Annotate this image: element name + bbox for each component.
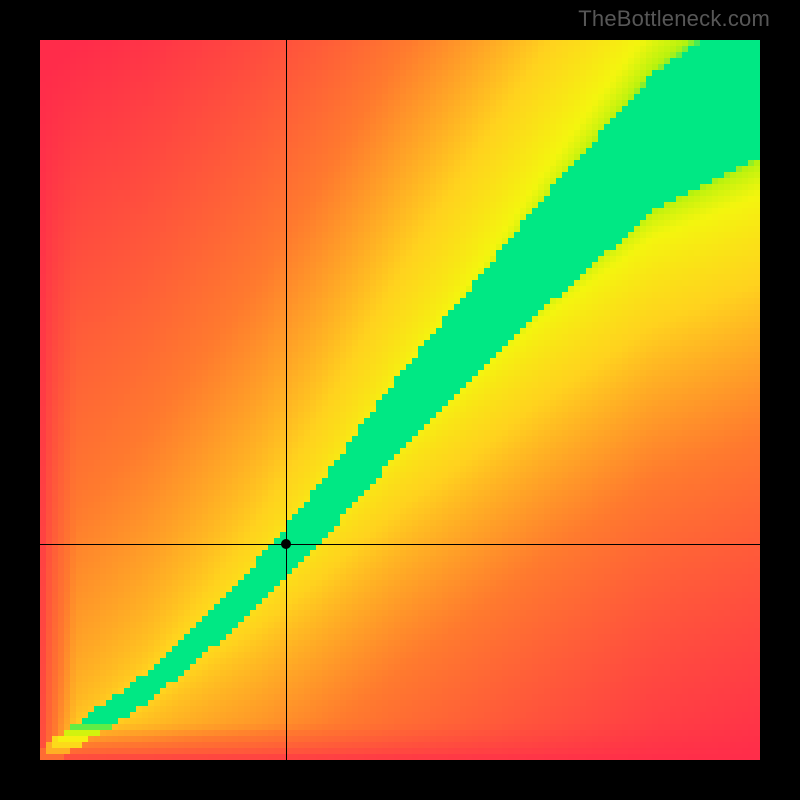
- chart-frame: TheBottleneck.com: [0, 0, 800, 800]
- watermark-label: TheBottleneck.com: [578, 6, 770, 32]
- crosshair-horizontal: [40, 544, 760, 545]
- data-point: [281, 539, 291, 549]
- bottleneck-heatmap: [40, 40, 760, 760]
- crosshair-vertical: [286, 40, 287, 760]
